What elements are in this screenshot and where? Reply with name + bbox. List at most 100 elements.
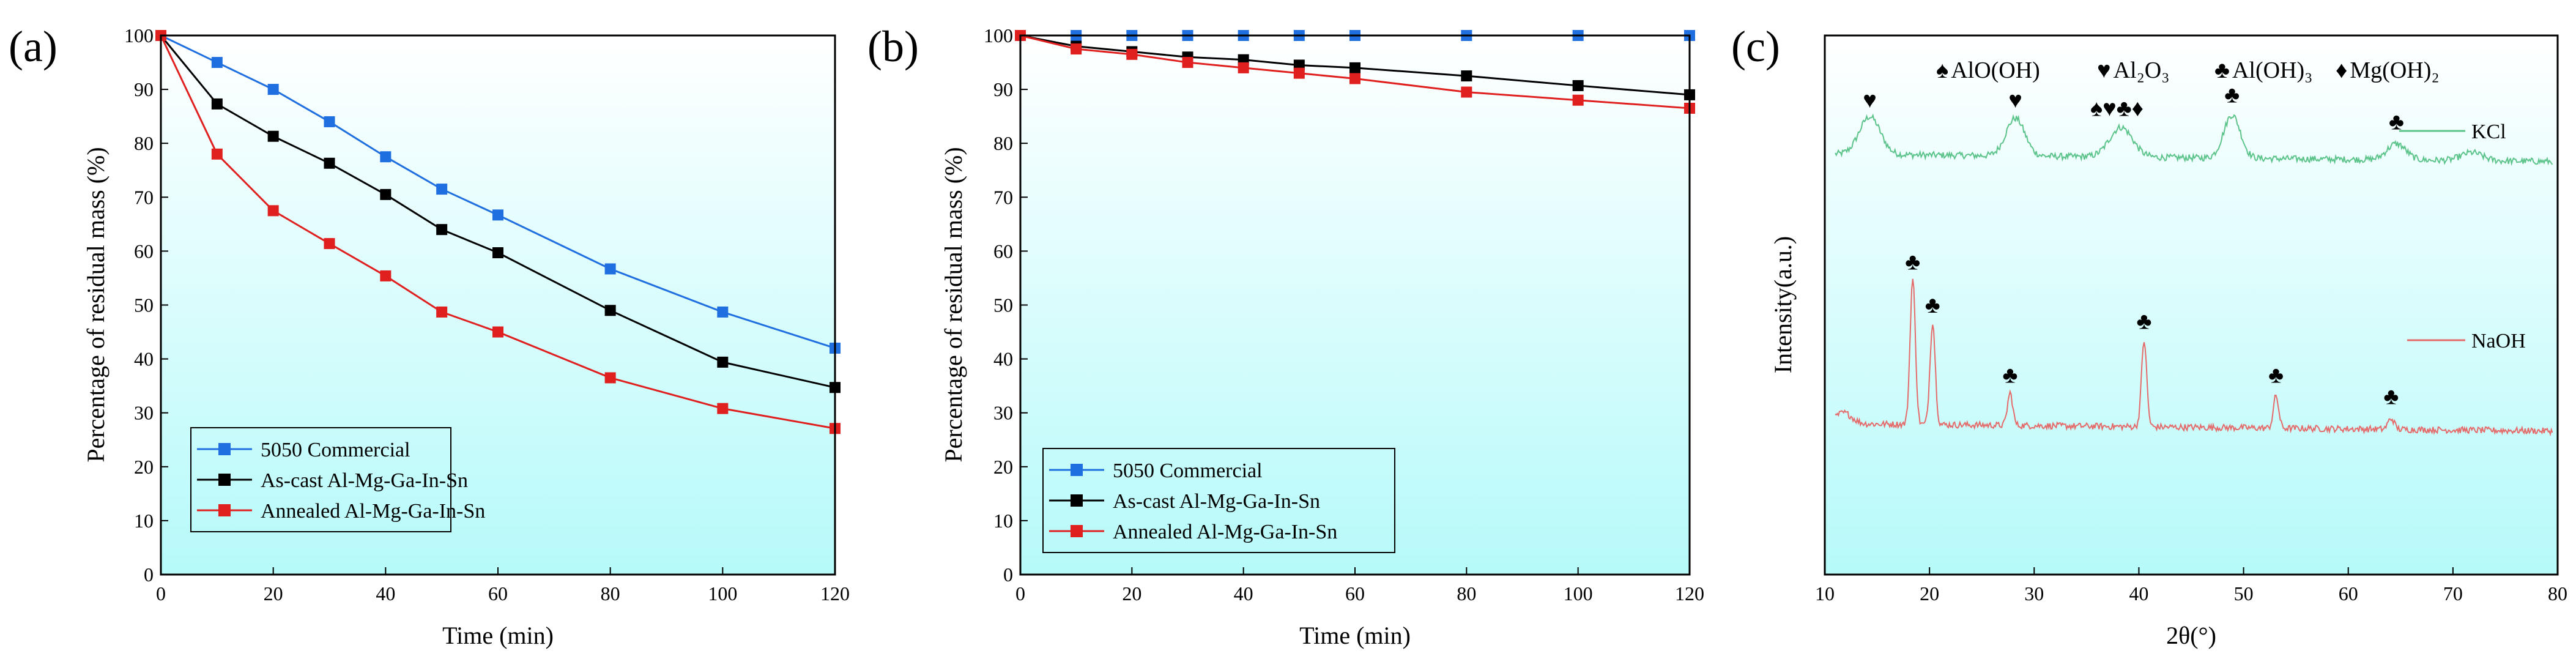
x-tick-label-b-6: 120: [1675, 583, 1704, 605]
data-point-a-2-2: [267, 205, 279, 217]
x-tick-label-b-3: 60: [1345, 583, 1365, 605]
y-tick-label-a-4: 40: [134, 348, 154, 370]
legend-a: 5050 Commercial As-cast Al-Mg-Ga-In-Sn A…: [190, 427, 485, 532]
plot-area-c: [1825, 35, 2558, 575]
peak-annotation-1-3: ♣: [2137, 308, 2152, 334]
y-tick-label-b-6: 60: [993, 240, 1013, 262]
x-tick-label-c-6: 70: [2443, 583, 2463, 605]
phase-legend-item-3: ♦ Mg(OH)₂: [2336, 58, 2440, 83]
data-point-a-2-7: [604, 372, 616, 384]
data-point-a-0-2: [267, 84, 279, 95]
x-tick-label-a-3: 60: [488, 583, 508, 605]
data-point-a-1-6: [492, 247, 503, 259]
y-tick-label-b-4: 40: [993, 348, 1013, 370]
y-tick-label-a-7: 70: [134, 186, 154, 208]
x-tick-label-b-1: 20: [1122, 583, 1141, 605]
legend-label-b-0: 5050 Commercial: [1113, 460, 1263, 482]
data-point-b-1-6: [1349, 62, 1360, 73]
data-point-a-2-3: [324, 238, 335, 250]
data-point-b-1-8: [1572, 80, 1584, 91]
series-line-b-2: [1020, 34, 1690, 110]
data-point-a-2-4: [380, 270, 392, 281]
data-point-a-1-5: [436, 224, 448, 236]
x-tick-label-b-5: 100: [1564, 583, 1593, 605]
phase-legend-c: ♠ AlO(OH) ♥ Al₂O₃ ♣ Al(OH)₃ ♦ Mg(OH)₂: [1936, 58, 2440, 83]
x-tick-label-a-2: 40: [376, 583, 395, 605]
x-tick-label-b-0: 0: [1015, 583, 1025, 605]
x-tick-label-c-3: 40: [2129, 583, 2148, 605]
series-key-kcl: KCl: [2399, 121, 2506, 143]
peak-annotation-1-5: ♣: [2383, 384, 2399, 410]
data-point-a-2-8: [717, 403, 729, 414]
data-point-a-1-7: [604, 305, 616, 316]
chart-panel-b: (b) 0 20 40 60 80 100 120 0 10 20 30 40 50 60 70 80 90 10…: [867, 22, 1704, 649]
data-point-a-1-3: [324, 157, 335, 169]
legend-marker-b-1: [1071, 494, 1083, 507]
series-line-a-1: [160, 35, 836, 389]
y-tick-label-b-0: 0: [1003, 564, 1013, 586]
plot-area-a: [161, 35, 835, 575]
data-point-a-2-6: [492, 326, 503, 338]
data-point-b-2-5: [1293, 67, 1305, 79]
legend-label-a-2: Annealed Al-Mg-Ga-In-Sn: [261, 500, 485, 523]
y-tick-label-a-10: 100: [124, 24, 154, 47]
y-tick-label-a-9: 90: [134, 78, 154, 100]
chart-panel-c: (c) ♥ ♥ ♠♥♣♦♣♣♣♣♣♣♣♣ 10 20 30 40 50 60 70 80 2θ(°…: [1731, 22, 2567, 649]
legend-marker-b-2: [1071, 525, 1083, 537]
x-tick-label-b-4: 80: [1457, 583, 1476, 605]
y-tick-label-b-5: 50: [993, 294, 1013, 316]
peak-annotation-1-4: ♣: [2268, 362, 2284, 388]
series-key-label-kcl: KCl: [2471, 121, 2506, 143]
series-line-b-1: [1020, 34, 1690, 96]
data-point-a-2-1: [211, 148, 223, 160]
panel-label-c: (c): [1731, 22, 1780, 71]
data-point-b-2-4: [1238, 62, 1249, 73]
x-tick-label-a-6: 120: [820, 583, 850, 605]
x-tick-label-c-2: 30: [2024, 583, 2044, 605]
y-tick-label-a-3: 30: [134, 402, 154, 424]
x-tick-label-c-0: 10: [1815, 583, 1835, 605]
legend-label-a-0: 5050 Commercial: [261, 439, 410, 461]
y-tick-label-b-9: 90: [993, 78, 1013, 100]
x-tick-label-b-2: 40: [1234, 583, 1253, 605]
x-tick-label-c-4: 50: [2234, 583, 2254, 605]
y-axis-title-a: Percentage of residual mass (%): [82, 147, 109, 462]
y-tick-label-a-6: 60: [134, 240, 154, 262]
y-tick-label-a-8: 80: [134, 132, 154, 154]
data-point-a-1-1: [211, 98, 223, 110]
data-point-b-1-7: [1461, 70, 1472, 82]
data-point-b-2-3: [1182, 57, 1193, 69]
peak-annotation-0-2: ♠♥♣♦: [2090, 95, 2144, 121]
xrd-pattern-1: [1835, 278, 2553, 437]
chart-panel-a: (a) 0 20 40 60 80 100 120 0 10 20 30 40 50 60 70 80 90 10…: [9, 22, 850, 649]
y-tick-label-b-8: 80: [993, 132, 1013, 154]
peak-annotation-1-1: ♣: [1925, 292, 1940, 318]
data-point-a-0-1: [211, 57, 223, 69]
legend-box-b: [1042, 448, 1395, 553]
y-tick-label-a-0: 0: [144, 564, 154, 586]
y-tick-label-a-1: 10: [134, 510, 154, 532]
legend-marker-a-2: [218, 504, 231, 516]
data-point-a-0-8: [717, 306, 729, 318]
data-point-a-0-5: [436, 184, 448, 195]
x-axis-title-a: Time (min): [442, 622, 554, 649]
series-line-a-2: [160, 35, 836, 430]
legend-box-a: [190, 427, 451, 532]
phase-legend-item-2: ♣ Al(OH)₃: [2214, 58, 2312, 83]
x-axis-title-b: Time (min): [1299, 622, 1411, 649]
data-point-a-0-6: [492, 209, 503, 221]
y-axis-title-b: Percentage of residual mass (%): [940, 147, 967, 462]
peak-annotation-1-0: ♣: [1905, 249, 1920, 275]
data-point-a-0-4: [380, 151, 392, 163]
data-point-a-1-4: [380, 188, 392, 200]
phase-legend-item-0: ♠ AlO(OH): [1936, 58, 2040, 83]
peak-annotation-0-1: ♥: [2008, 87, 2022, 113]
y-tick-label-a-2: 20: [134, 456, 154, 478]
x-tick-label-a-1: 20: [264, 583, 283, 605]
plot-area-b: [1020, 35, 1690, 575]
y-tick-label-b-10: 100: [984, 24, 1013, 47]
y-tick-label-a-5: 50: [134, 294, 154, 316]
legend-marker-a-1: [218, 474, 231, 486]
panel-label-b: (b): [867, 22, 919, 71]
